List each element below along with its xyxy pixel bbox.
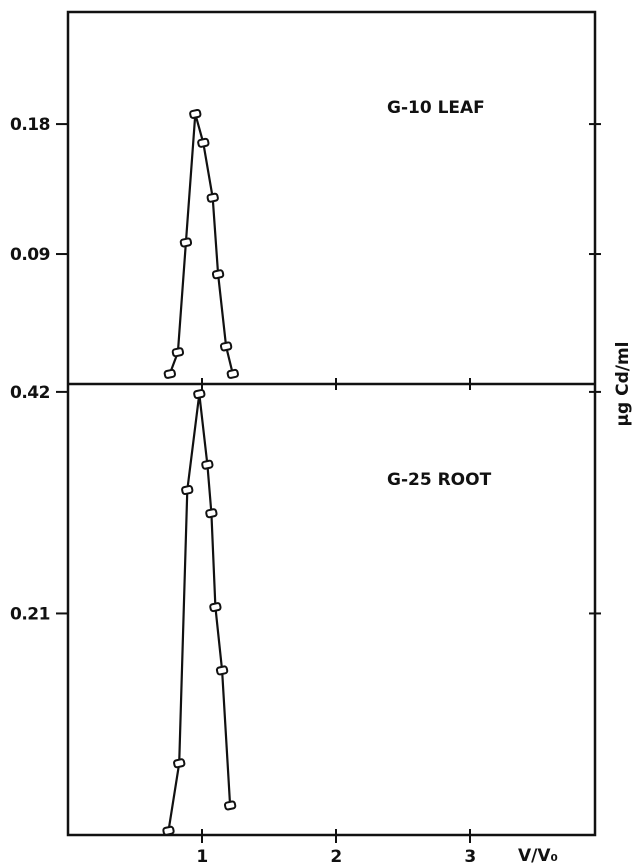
- y-tick-label-bottom-1: 0.21: [10, 604, 50, 624]
- data-point-bottom-8: [223, 800, 237, 811]
- data-point-bottom-7: [215, 665, 229, 676]
- data-point-top-4: [197, 137, 210, 148]
- x-tick-label-1: 2: [330, 847, 341, 867]
- y-tick-label-top-1: 0.09: [10, 245, 50, 265]
- series-line-top-0: [168, 112, 234, 375]
- data-point-bottom-1: [173, 758, 186, 769]
- y-axis-title: µg Cd/ml: [613, 342, 633, 427]
- panel-label-root: G-25 ROOT: [387, 470, 492, 490]
- y-tick-label-top-0: 0.18: [10, 115, 50, 135]
- x-axis-title: V/V₀: [518, 846, 558, 866]
- data-point-top-2: [179, 237, 193, 248]
- panel-label-leaf: G-10 LEAF: [387, 98, 485, 118]
- data-point-top-5: [206, 192, 219, 203]
- data-point-bottom-0: [162, 825, 175, 836]
- y-tick-label-bottom-0: 0.42: [10, 383, 50, 403]
- x-tick-label-0: 1: [196, 847, 207, 867]
- data-point-top-1: [171, 347, 185, 358]
- data-point-top-7: [219, 341, 233, 352]
- data-point-top-8: [226, 368, 239, 379]
- data-point-bottom-4: [201, 459, 214, 470]
- panel-bottom: G-25 ROOT 0.42 0.21 1 2 3: [10, 383, 601, 867]
- data-point-bottom-6: [209, 602, 222, 613]
- data-point-bottom-2: [181, 485, 194, 496]
- data-point-bottom-5: [205, 508, 218, 519]
- x-tick-label-2: 3: [464, 847, 475, 867]
- plot-frame: [66, 10, 597, 837]
- data-point-top-6: [211, 269, 225, 280]
- panel-top: G-10 LEAF 0.18 0.09: [10, 98, 601, 390]
- data-point-bottom-3: [193, 389, 206, 400]
- data-point-top-0: [163, 368, 176, 379]
- data-point-top-3: [189, 108, 202, 119]
